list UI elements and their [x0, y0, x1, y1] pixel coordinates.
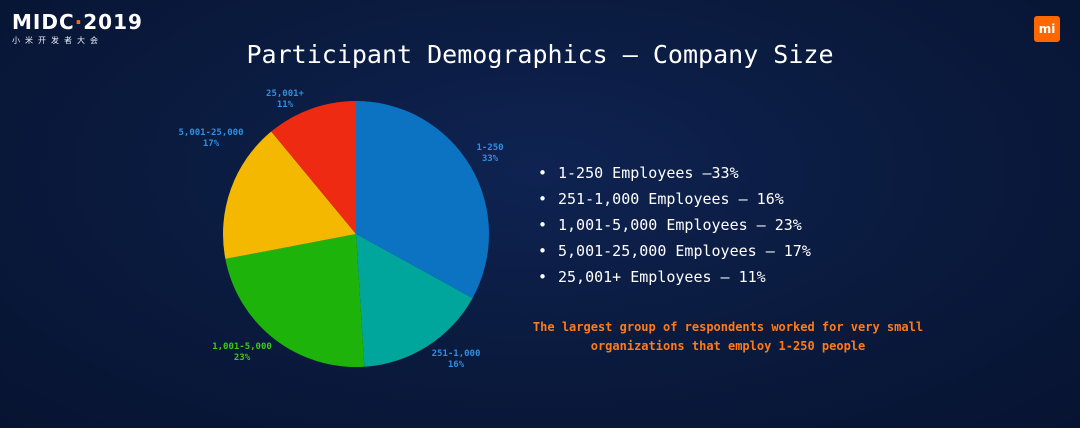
bullet-item: • 1,001-5,000 Employees – 23% — [538, 212, 811, 238]
slice-label: 1-250 — [476, 143, 503, 153]
bullet-list: • 1-250 Employees –33% • 251-1,000 Employe… — [538, 160, 811, 290]
midc-logo: MIDC·2019 小米开发者大会 — [12, 12, 143, 46]
slice-label: 1,001-5,000 — [212, 342, 272, 352]
bullet-icon: • — [538, 164, 548, 182]
mi-logo-icon: mi — [1034, 16, 1060, 42]
logo-subtitle: 小米开发者大会 — [12, 36, 103, 45]
bullet-text: 251-1,000 Employees – 16% — [558, 190, 784, 208]
slice-label: 5,001-25,000 — [178, 128, 243, 138]
pie-slice-251-1-000 — [356, 234, 473, 367]
slice-label: 251-1,000 — [432, 349, 481, 359]
slice-value-label: 17% — [203, 139, 220, 149]
bullet-item: • 25,001+ Employees – 11% — [538, 264, 811, 290]
pie-slice-5-001-25-000 — [223, 131, 356, 259]
bullet-text: 1,001-5,000 Employees – 23% — [558, 216, 802, 234]
logo-text: MIDC — [12, 10, 75, 34]
logo-year: 2019 — [83, 10, 143, 34]
bullet-icon: • — [538, 190, 548, 208]
bullet-item: • 1-250 Employees –33% — [538, 160, 811, 186]
bullet-icon: • — [538, 216, 548, 234]
slide-title: Participant Demographics – Company Size — [246, 40, 834, 69]
slice-value-label: 16% — [448, 360, 465, 370]
bullet-icon: • — [538, 268, 548, 286]
logo-dot: · — [74, 10, 84, 34]
slice-value-label: 11% — [277, 100, 294, 110]
bullet-item: • 5,001-25,000 Employees – 17% — [538, 238, 811, 264]
bullet-item: • 251-1,000 Employees – 16% — [538, 186, 811, 212]
bullet-text: 25,001+ Employees – 11% — [558, 268, 766, 286]
logo-wordmark: MIDC·2019 — [12, 12, 143, 32]
pie-slice-1-001-5-000 — [225, 234, 365, 368]
slice-value-label: 33% — [482, 154, 499, 164]
slice-label: 25,001+ — [266, 89, 305, 99]
slice-value-label: 23% — [234, 353, 251, 363]
bullet-text: 5,001-25,000 Employees – 17% — [558, 242, 811, 260]
pie-slice-1-250 — [356, 101, 489, 299]
bullet-text: 1-250 Employees –33% — [558, 164, 739, 182]
pie-slice-25-001 — [271, 101, 356, 234]
bullet-icon: • — [538, 242, 548, 260]
summary-note: The largest group of respondents worked … — [532, 320, 924, 353]
